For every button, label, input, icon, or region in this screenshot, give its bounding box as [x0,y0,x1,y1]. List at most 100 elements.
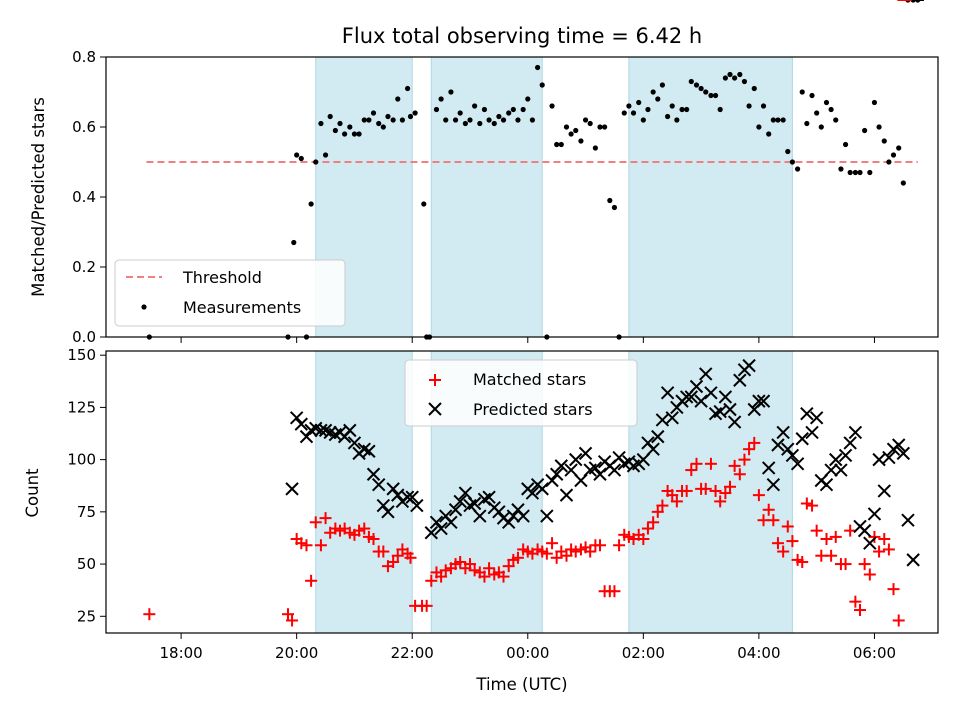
measurement-point [462,120,468,127]
measurement-point [727,71,733,78]
count-panel-frame [105,350,939,634]
measurement-point [756,124,762,130]
matched-star-point [771,537,784,550]
matched-star-point [685,464,698,477]
predicted-star-point [593,467,607,481]
measurement-point [785,148,791,155]
predicted-star-point [694,394,708,408]
ratio-ytick-label: 0.8 [72,48,96,66]
matched-stars-series [143,0,924,627]
measurement-point [732,75,738,81]
matched-star-point [854,604,866,617]
measurement-point [722,75,728,81]
measurement-point [477,120,483,127]
matched-star-point [709,484,722,497]
measurement-point [421,201,427,207]
predicted-star-point [506,509,521,523]
measurement-point [554,141,560,148]
matched-star-point [439,564,452,577]
measurement-point [708,92,714,99]
predicted-star-point [607,463,622,477]
measurement-point [857,169,863,176]
matched-star-point [540,547,553,560]
predicted-star-point [502,515,516,529]
matched-star-point [786,535,799,548]
count-xtick-label: 02:00 [622,644,665,662]
measurement-point [337,120,343,127]
matched-star-point [569,545,582,558]
predicted-star-point [776,425,790,440]
predicted-star-point [516,509,530,523]
predicted-star-point [805,425,819,440]
count-legend-box [404,359,638,427]
predicted-star-point [766,477,781,492]
ratio-panel-axes: 0.0 0.2 0.4 0.6 0.8 [72,48,875,346]
measurement-point [318,120,324,127]
measurement-point [760,103,767,109]
predicted-star-point [347,436,362,450]
measurement-point [568,131,574,137]
count-xtick-label: 22:00 [391,644,434,662]
predicted-star-point [559,488,574,502]
predicted-star-point [588,461,603,475]
measurement-point [626,103,632,109]
matched-star-point [420,599,433,612]
predicted-star-point [906,553,920,567]
measurement-point [563,124,570,130]
measurement-point [443,117,449,123]
matched-star-point [377,545,390,558]
measurement-point [506,110,512,116]
measurement-point [366,117,372,123]
measurement-point [809,92,815,99]
matched-star-point [300,539,313,552]
matched-star-point [858,558,871,571]
matched-star-point [777,545,790,558]
matched-star-point [762,503,775,516]
measurement-point [890,152,897,158]
predicted-star-point [689,379,704,394]
matched-star-point [748,436,761,449]
predicted-star-point [742,358,756,373]
matched-star-point [882,543,895,556]
observing-interval-bottom-0 [315,350,413,634]
predicted-star-point [372,477,386,492]
count-xtick-label: 18:00 [159,644,202,662]
count-xtick-label: 06:00 [853,644,896,662]
measurement-point [780,117,786,123]
matched-star-point [641,522,654,535]
matched-star-point [666,489,679,502]
predicted-star-point [294,417,308,431]
measurement-point [515,117,521,123]
matched-star-point [887,583,900,596]
predicted-star-point [800,406,814,421]
matched-star-point [454,555,467,568]
measurement-point [852,169,858,176]
count-ylabel: Count [23,468,42,518]
ratio-ytick-label: 0.0 [72,328,96,346]
count-xtick-label: 04:00 [737,644,780,662]
measurement-point [650,89,656,95]
measurement-point [607,197,613,204]
measurement-point [717,106,723,113]
matched-star-point [829,530,842,543]
measurement-point [535,64,541,71]
legend-matched-swatch [429,374,441,386]
legend-matched-label: Matched stars [473,370,586,389]
measurement-point [881,138,887,144]
predicted-star-point [545,473,559,488]
matched-star-point [511,551,524,564]
measurement-point [621,110,627,116]
measurement-point [828,106,834,113]
predicted-star-point [785,448,800,463]
measurement-point [746,103,752,109]
measurement-point [395,96,401,102]
measurement-point [674,117,680,123]
predicted-star-point [718,390,733,404]
matched-star-point [670,495,683,508]
ratio-panel: 0.00.20.40.60.8 Matched/Predicted stars … [29,0,939,346]
count-ytick-label: 75 [77,503,96,521]
measurement-point [500,117,507,123]
measurement-point [491,120,497,127]
measurement-point [361,117,367,123]
